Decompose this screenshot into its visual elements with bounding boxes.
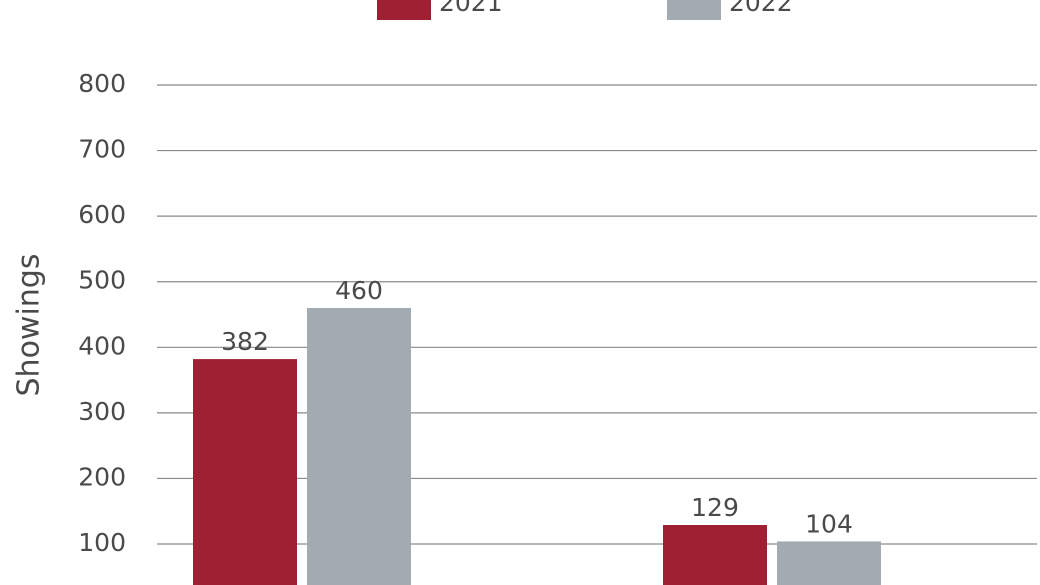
y-tick-label: 300	[78, 397, 126, 426]
y-tick-label: 100	[78, 528, 126, 557]
y-axis-label: Showings	[12, 254, 47, 397]
y-tick-label: 600	[78, 200, 126, 229]
y-tick-label: 800	[78, 69, 126, 98]
bar	[193, 359, 297, 585]
legend-label: 2021	[439, 0, 503, 17]
y-tick-label: 700	[78, 135, 126, 164]
legend-swatch	[377, 0, 431, 20]
legend-label: 2022	[729, 0, 793, 17]
data-label: 104	[805, 509, 853, 538]
bar	[777, 541, 881, 585]
data-label: 382	[221, 327, 269, 356]
y-tick-label: 400	[78, 331, 126, 360]
y-tick-label: 500	[78, 266, 126, 295]
y-tick-label: 200	[78, 462, 126, 491]
bar	[663, 525, 767, 585]
data-label: 460	[335, 276, 383, 305]
bar	[307, 307, 411, 585]
legend-swatch	[667, 0, 721, 20]
data-label: 129	[691, 493, 739, 522]
